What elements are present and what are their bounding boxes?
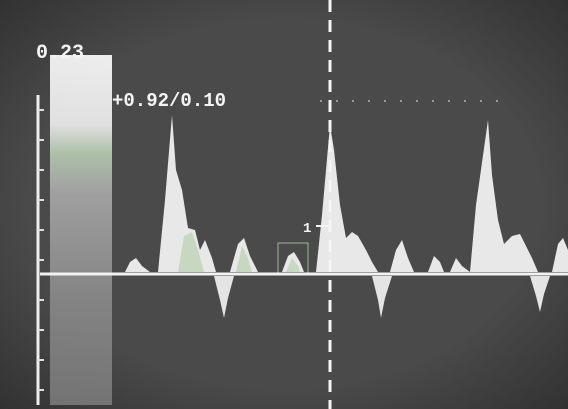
velocity-readout: +0.92/0.10	[112, 90, 226, 112]
scale-label: 0.23	[36, 42, 84, 65]
doppler-screen: 0.23 +0.92/0.10 1	[0, 0, 568, 409]
doppler-display: 0.23 +0.92/0.10 1	[0, 0, 568, 409]
cursor-label: 1	[303, 221, 311, 237]
color-scale-bar	[50, 55, 112, 405]
